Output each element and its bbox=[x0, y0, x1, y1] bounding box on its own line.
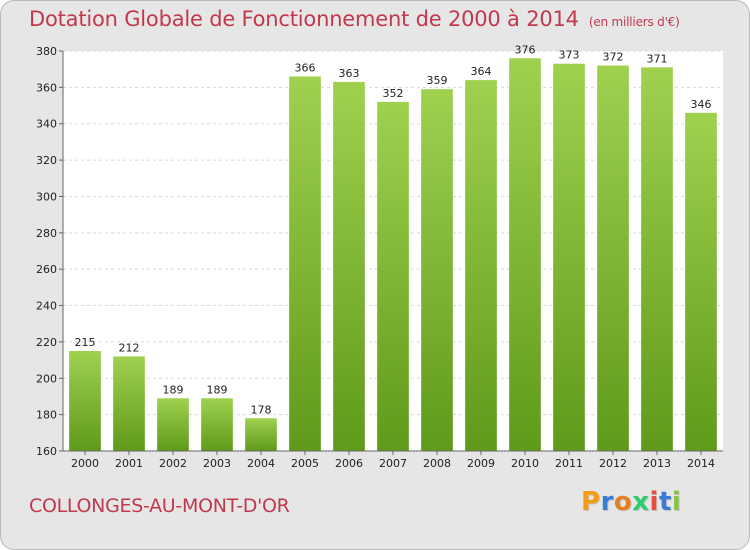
y-tick-label: 160 bbox=[36, 445, 57, 458]
y-tick-label: 180 bbox=[36, 409, 57, 422]
place-name: COLLONGES-AU-MONT-D'OR bbox=[29, 495, 290, 517]
x-tick-label: 2013 bbox=[643, 457, 671, 470]
x-tick-label: 2009 bbox=[467, 457, 495, 470]
x-tick-label: 2014 bbox=[687, 457, 715, 470]
logo-letter: t bbox=[658, 487, 672, 517]
logo-letter: r bbox=[600, 487, 614, 517]
x-tick-label: 2007 bbox=[379, 457, 407, 470]
bar-2002 bbox=[157, 398, 189, 451]
bar-2000 bbox=[69, 351, 101, 451]
x-tick-label: 2003 bbox=[203, 457, 231, 470]
bar-2014 bbox=[685, 112, 717, 452]
data-label-2011: 373 bbox=[559, 49, 580, 62]
axes bbox=[59, 50, 723, 455]
x-tick-label: 2011 bbox=[555, 457, 583, 470]
bar-2012 bbox=[597, 65, 629, 451]
logo-letter: i bbox=[649, 487, 659, 517]
labels: 160 180 200 220 240 260 280 300 320 340 360 380 2000… bbox=[36, 43, 715, 470]
y-tick-label: 380 bbox=[36, 45, 57, 58]
data-label-2010: 376 bbox=[515, 43, 536, 56]
chart-title: Dotation Globale de Fonctionnement de 20… bbox=[29, 7, 680, 31]
bar-2006 bbox=[333, 81, 365, 451]
x-tick-label: 2005 bbox=[291, 457, 319, 470]
data-label-2013: 371 bbox=[647, 52, 668, 65]
x-tick-label: 2012 bbox=[599, 457, 627, 470]
y-tick-label: 340 bbox=[36, 118, 57, 131]
data-label-2014: 346 bbox=[691, 98, 712, 111]
bar-2005 bbox=[289, 76, 321, 452]
bar-2007 bbox=[377, 101, 409, 451]
data-label-2003: 189 bbox=[207, 383, 228, 396]
bar-2008 bbox=[421, 89, 453, 451]
y-tick-label: 280 bbox=[36, 227, 57, 240]
y-tick-label: 260 bbox=[36, 263, 57, 276]
y-tick-label: 240 bbox=[36, 300, 57, 313]
data-label-2012: 372 bbox=[603, 51, 624, 64]
data-label-2006: 363 bbox=[339, 67, 360, 80]
proxiti-logo: Proxiti bbox=[581, 487, 681, 517]
bars bbox=[69, 58, 717, 452]
x-tick-label: 2001 bbox=[115, 457, 143, 470]
x-tick-label: 2004 bbox=[247, 457, 275, 470]
logo-letter: i bbox=[671, 487, 682, 517]
data-label-2007: 352 bbox=[383, 87, 404, 100]
data-label-2000: 215 bbox=[75, 336, 96, 349]
bar-2003 bbox=[201, 398, 233, 451]
y-tick-label: 300 bbox=[36, 190, 57, 203]
x-tick-label: 2006 bbox=[335, 457, 363, 470]
x-tick-label: 2008 bbox=[423, 457, 451, 470]
bar-2009 bbox=[465, 80, 497, 451]
bar-2011 bbox=[553, 63, 585, 452]
x-tick-label: 2002 bbox=[159, 457, 187, 470]
x-tick-label: 2010 bbox=[511, 457, 539, 470]
chart-unit-label: (en milliers d'€) bbox=[588, 15, 680, 29]
data-label-2008: 359 bbox=[427, 74, 448, 87]
data-label-2009: 364 bbox=[471, 65, 492, 78]
y-tick-label: 360 bbox=[36, 81, 57, 94]
logo-letter: o bbox=[613, 487, 633, 517]
bar-2004 bbox=[245, 418, 277, 451]
data-label-2002: 189 bbox=[163, 383, 184, 396]
logo-letter: x bbox=[632, 487, 650, 517]
bar-2001 bbox=[113, 356, 145, 451]
bar-2013 bbox=[641, 67, 673, 451]
y-tick-label: 200 bbox=[36, 372, 57, 385]
y-tick-label: 220 bbox=[36, 336, 57, 349]
y-tick-label: 320 bbox=[36, 154, 57, 167]
bar-2010 bbox=[509, 58, 541, 451]
logo-letter: P bbox=[581, 487, 601, 517]
x-tick-label: 2000 bbox=[71, 457, 99, 470]
data-label-2004: 178 bbox=[251, 403, 272, 416]
data-label-2005: 366 bbox=[295, 61, 316, 74]
data-label-2001: 212 bbox=[119, 341, 140, 354]
